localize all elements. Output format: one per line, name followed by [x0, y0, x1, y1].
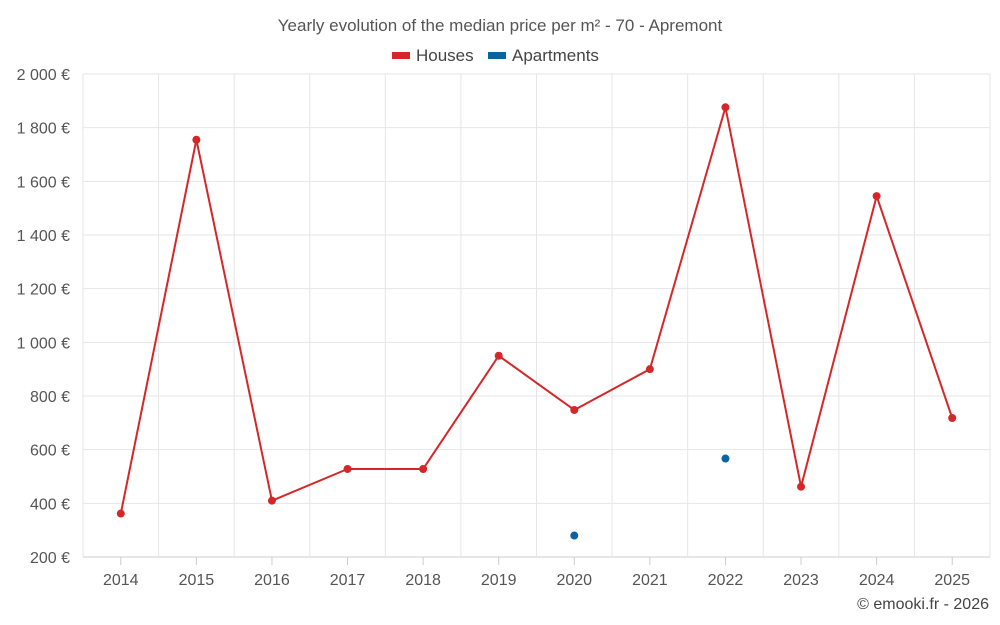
- y-tick-label: 2 000 €: [17, 67, 70, 84]
- data-point-apartments-2020[interactable]: [570, 531, 579, 540]
- series-lines: [119, 106, 954, 514]
- data-point-houses-2014[interactable]: [116, 509, 125, 518]
- y-tick-label: 600 €: [30, 443, 70, 460]
- x-tick-label: 2015: [179, 572, 215, 589]
- data-point-houses-2016[interactable]: [267, 496, 276, 505]
- data-point-houses-2019[interactable]: [494, 351, 503, 360]
- data-point-houses-2022[interactable]: [721, 103, 730, 112]
- data-point-apartments-2022[interactable]: [721, 454, 730, 463]
- x-tick-label: 2019: [481, 572, 517, 589]
- chart-title: Yearly evolution of the median price per…: [278, 16, 723, 35]
- legend[interactable]: Houses Apartments: [392, 46, 599, 65]
- legend-swatch-apartments[interactable]: [488, 52, 506, 59]
- y-tick-label: 1 600 €: [17, 174, 70, 191]
- data-point-houses-2020[interactable]: [570, 405, 579, 414]
- x-tick-label: 2025: [934, 572, 970, 589]
- data-point-houses-2024[interactable]: [872, 192, 881, 201]
- series-line-houses: [119, 106, 954, 514]
- y-tick-label: 800 €: [30, 389, 70, 406]
- y-tick-label: 1 800 €: [17, 121, 70, 138]
- data-point-houses-2021[interactable]: [645, 365, 654, 374]
- legend-label-apartments[interactable]: Apartments: [512, 46, 599, 65]
- x-tick-label: 2016: [254, 572, 290, 589]
- data-point-houses-2015[interactable]: [192, 135, 201, 144]
- x-tick-label: 2024: [859, 572, 895, 589]
- data-point-houses-2023[interactable]: [797, 482, 806, 491]
- y-tick-label: 1 000 €: [17, 335, 70, 352]
- data-point-houses-2017[interactable]: [343, 464, 352, 473]
- x-tick-label: 2022: [708, 572, 744, 589]
- y-tick-label: 1 400 €: [17, 228, 70, 245]
- chart-credit: © emooki.fr - 2026: [857, 596, 989, 613]
- x-tick-label: 2023: [783, 572, 819, 589]
- grid: [82, 73, 991, 558]
- y-tick-label: 400 €: [30, 496, 70, 513]
- x-tick-label: 2021: [632, 572, 668, 589]
- x-tick-label: 2020: [556, 572, 592, 589]
- data-point-houses-2025[interactable]: [948, 414, 957, 423]
- x-tick-label: 2014: [103, 572, 139, 589]
- x-tick-label: 2017: [330, 572, 366, 589]
- y-axis-ticks: 200 € 400 € 600 € 800 € 1 000 € 1 200 € 1 400 …: [17, 67, 70, 567]
- legend-label-houses[interactable]: Houses: [416, 46, 474, 65]
- y-tick-label: 200 €: [30, 550, 70, 567]
- y-tick-label: 1 200 €: [17, 282, 70, 299]
- x-axis-ticks: 2014 2015 2016 2017 2018 2019 2020 2021 2022 2023…: [103, 557, 970, 589]
- data-point-houses-2018[interactable]: [419, 464, 428, 473]
- data-points: [116, 103, 957, 540]
- legend-swatch-houses[interactable]: [392, 52, 410, 59]
- x-tick-label: 2018: [405, 572, 441, 589]
